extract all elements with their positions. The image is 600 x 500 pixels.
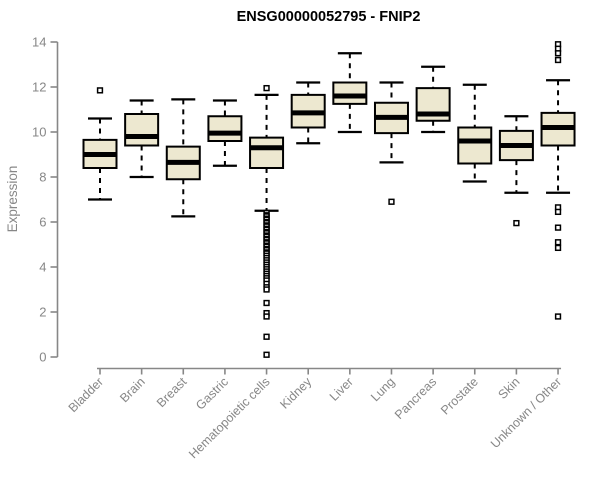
outlier-point bbox=[554, 224, 562, 231]
box-kidney bbox=[290, 81, 326, 145]
outlier-point bbox=[554, 208, 562, 216]
chart-title: ENSG00000052795 - FNIP2 bbox=[236, 9, 421, 25]
outlier-point bbox=[554, 244, 562, 252]
outlier-point bbox=[513, 219, 520, 227]
outlier-point bbox=[554, 56, 562, 64]
box-lung bbox=[373, 81, 409, 205]
x-tick-label-lung: Lung bbox=[368, 375, 398, 405]
x-tick-label-prostate: Prostate bbox=[438, 375, 481, 418]
box-bladder bbox=[82, 87, 118, 201]
iqr-box bbox=[332, 81, 368, 105]
x-tick-label-gastric: Gastric bbox=[193, 375, 231, 413]
iqr-box bbox=[207, 115, 243, 142]
iqr-box bbox=[124, 113, 160, 147]
box-skin bbox=[498, 115, 534, 227]
y-tick-label-0: 0 bbox=[39, 350, 46, 365]
y-tick-label-8: 8 bbox=[39, 170, 46, 185]
box-breast bbox=[165, 98, 201, 218]
x-tick-label-breast: Breast bbox=[154, 374, 190, 410]
x-tick-label-skin: Skin bbox=[495, 375, 522, 402]
y-tick-label-14: 14 bbox=[32, 35, 46, 50]
box-brain bbox=[124, 99, 160, 179]
x-tick-label-liver: Liver bbox=[327, 375, 356, 404]
outlier-point bbox=[263, 286, 270, 293]
outlier-point bbox=[554, 50, 562, 57]
x-tick-label-hematopoietic-cells: Hematopoietic cells bbox=[186, 375, 273, 462]
y-tick-label-4: 4 bbox=[39, 260, 46, 275]
x-tick-label-brain: Brain bbox=[117, 375, 148, 406]
y-axis: 0 2 4 6 8 10 12 14 bbox=[32, 35, 59, 365]
outlier-point bbox=[263, 299, 270, 307]
outlier-point bbox=[263, 351, 270, 358]
outlier-point bbox=[554, 239, 562, 246]
outlier-point bbox=[263, 313, 270, 320]
box-pancreas bbox=[415, 65, 451, 134]
x-tick-label-bladder: Bladder bbox=[66, 375, 106, 415]
box-prostate bbox=[457, 83, 493, 183]
outlier-point bbox=[263, 84, 270, 92]
box-hematopoietic-cells bbox=[249, 84, 285, 358]
box-gastric bbox=[207, 99, 243, 167]
iqr-box bbox=[249, 136, 285, 169]
y-tick-label-10: 10 bbox=[32, 125, 46, 140]
y-tick-label-6: 6 bbox=[39, 215, 46, 230]
x-tick-label-unknown-other: Unknown / Other bbox=[488, 375, 564, 451]
box-liver bbox=[332, 52, 368, 134]
iqr-box bbox=[457, 126, 493, 165]
x-tick-label-pancreas: Pancreas bbox=[392, 375, 439, 422]
outlier-point bbox=[96, 87, 104, 94]
y-tick-label-2: 2 bbox=[39, 305, 46, 320]
y-tick-label-12: 12 bbox=[32, 80, 46, 95]
outlier-point bbox=[554, 313, 562, 320]
x-tick-label-kidney: Kidney bbox=[277, 374, 314, 411]
box-unknown-other bbox=[540, 41, 576, 320]
outlier-point bbox=[388, 198, 395, 205]
outlier-point bbox=[263, 333, 270, 340]
